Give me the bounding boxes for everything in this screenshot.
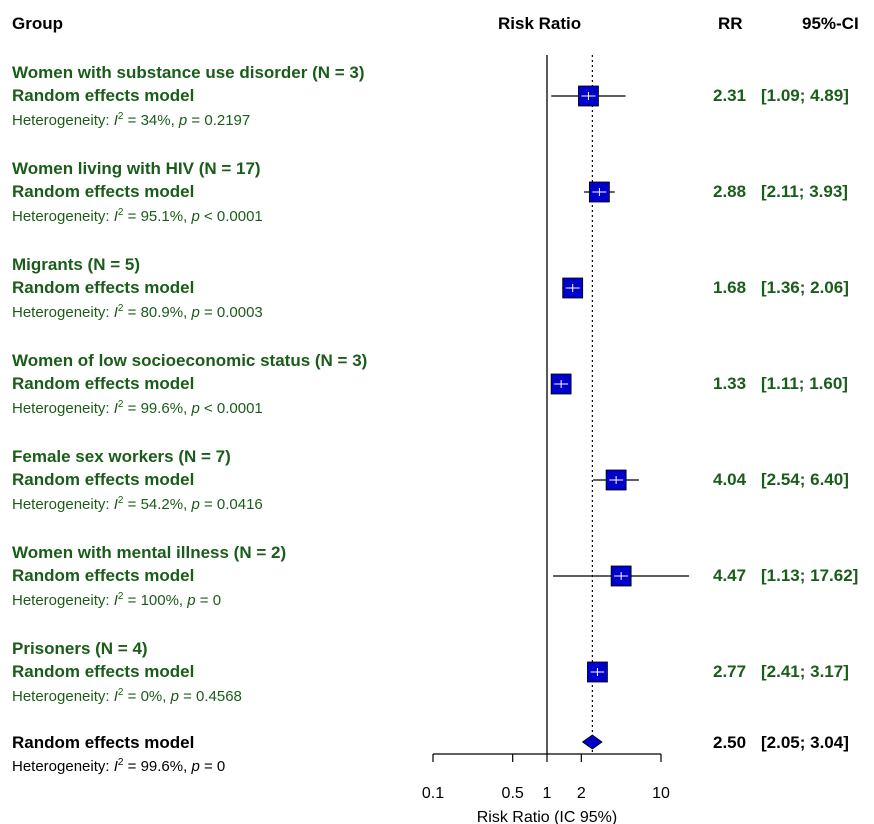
overall-heterogeneity: Heterogeneity: I2 = 99.6%, p = 0 bbox=[12, 757, 226, 776]
het-p-value: < 0.0001 bbox=[199, 208, 263, 225]
subgroup-ci-value: [1.36; 2.06] bbox=[761, 278, 849, 297]
het-p-value: = 0.0003 bbox=[199, 304, 263, 321]
subgroup-title: Women with substance use disorder (N = 3… bbox=[12, 63, 365, 82]
i2-symbol: I bbox=[113, 592, 118, 609]
subgroup-title: Women of low socioeconomic status (N = 3… bbox=[12, 351, 368, 370]
p-symbol: p bbox=[191, 496, 200, 513]
subgroup-heterogeneity: Heterogeneity: I2 = 80.9%, p = 0.0003 bbox=[12, 303, 263, 322]
het-i2-value: = 99.6%, bbox=[123, 400, 192, 417]
subgroup-heterogeneity: Heterogeneity: I2 = 54.2%, p = 0.0416 bbox=[12, 495, 263, 514]
subgroup-ci-value: [2.11; 3.93] bbox=[761, 182, 848, 201]
subgroup-model-label: Random effects model bbox=[12, 470, 195, 489]
het-p-value: = 0.2197 bbox=[187, 112, 251, 129]
subgroup-heterogeneity: Heterogeneity: I2 = 99.6%, p < 0.0001 bbox=[12, 399, 263, 418]
overall-ci-value: [2.05; 3.04] bbox=[761, 733, 849, 752]
subgroup-heterogeneity: Heterogeneity: I2 = 100%, p = 0 bbox=[12, 591, 222, 610]
subgroup-title: Female sex workers (N = 7) bbox=[12, 447, 231, 466]
overall-rr-value: 2.50 bbox=[713, 733, 747, 752]
subgroup-model-label: Random effects model bbox=[12, 566, 195, 585]
overall-model-label: Random effects model bbox=[12, 733, 195, 752]
x-axis-label: Risk Ratio (IC 95%) bbox=[477, 809, 617, 824]
subgroup-model-label: Random effects model bbox=[12, 278, 195, 297]
i2-sup: 2 bbox=[117, 687, 124, 698]
subgroup-ci-value: [1.11; 1.60] bbox=[761, 374, 848, 393]
het-p-value: < 0.0001 bbox=[199, 400, 263, 417]
subgroup-heterogeneity: Heterogeneity: I2 = 34%, p = 0.2197 bbox=[12, 111, 251, 130]
het-i2-value: = 0%, bbox=[123, 688, 171, 705]
x-tick-label: 10 bbox=[652, 785, 670, 802]
subgroup-ci-value: [1.13; 17.62] bbox=[761, 566, 859, 585]
het-p-value: = 0.0416 bbox=[199, 496, 263, 513]
i2-sup: 2 bbox=[117, 591, 124, 602]
subgroup-title: Prisoners (N = 4) bbox=[12, 639, 148, 658]
het-prefix: Heterogeneity: bbox=[12, 592, 114, 609]
subgroup-ci-value: [1.09; 4.89] bbox=[761, 86, 849, 105]
header-ci: 95%-CI bbox=[802, 14, 859, 33]
subgroup-rr-value: 4.47 bbox=[713, 566, 747, 585]
overall-het-p: = 0 bbox=[199, 758, 226, 775]
i2-symbol: I bbox=[113, 496, 118, 513]
p-symbol: p bbox=[187, 592, 196, 609]
overall-het-i2: = 99.6%, bbox=[123, 758, 192, 775]
header-risk-ratio: Risk Ratio bbox=[498, 14, 582, 33]
p-symbol: p bbox=[191, 758, 200, 775]
i2-symbol: I bbox=[113, 208, 118, 225]
het-prefix: Heterogeneity: bbox=[12, 112, 114, 129]
het-i2-value: = 80.9%, bbox=[123, 304, 192, 321]
x-tick-label: 2 bbox=[577, 785, 586, 802]
header-group: Group bbox=[12, 14, 63, 33]
x-tick-label: 0.5 bbox=[502, 785, 524, 802]
subgroup-rr-value: 1.68 bbox=[713, 278, 747, 297]
i2-symbol: I bbox=[113, 758, 118, 775]
i2-symbol: I bbox=[113, 304, 118, 321]
i2-sup: 2 bbox=[117, 207, 124, 218]
subgroup-rr-value: 2.77 bbox=[713, 662, 747, 681]
x-tick-label: 1 bbox=[543, 785, 552, 802]
overall-het-prefix: Heterogeneity: bbox=[12, 758, 114, 775]
header-rr: RR bbox=[718, 14, 743, 33]
p-symbol: p bbox=[191, 304, 200, 321]
subgroup-ci-value: [2.54; 6.40] bbox=[761, 470, 849, 489]
p-symbol: p bbox=[178, 112, 188, 129]
het-prefix: Heterogeneity: bbox=[12, 400, 114, 417]
het-prefix: Heterogeneity: bbox=[12, 208, 114, 225]
i2-symbol: I bbox=[113, 112, 118, 129]
p-symbol: p bbox=[191, 208, 200, 225]
subgroup-model-label: Random effects model bbox=[12, 662, 195, 681]
subgroup-title: Migrants (N = 5) bbox=[12, 255, 140, 274]
subgroup-title: Women with mental illness (N = 2) bbox=[12, 543, 287, 562]
subgroup-model-label: Random effects model bbox=[12, 182, 195, 201]
subgroup-rr-value: 2.31 bbox=[713, 86, 747, 105]
het-p-value: = 0.4568 bbox=[178, 688, 242, 705]
i2-symbol: I bbox=[113, 688, 118, 705]
i2-sup: 2 bbox=[117, 757, 124, 768]
subgroup-rr-value: 4.04 bbox=[713, 470, 747, 489]
p-symbol: p bbox=[191, 400, 200, 417]
subgroup-title: Women living with HIV (N = 17) bbox=[12, 159, 261, 178]
het-prefix: Heterogeneity: bbox=[12, 304, 114, 321]
subgroup-rr-value: 2.88 bbox=[713, 182, 747, 201]
i2-sup: 2 bbox=[117, 303, 124, 314]
het-prefix: Heterogeneity: bbox=[12, 688, 114, 705]
i2-symbol: I bbox=[113, 400, 118, 417]
subgroup-ci-value: [2.41; 3.17] bbox=[761, 662, 849, 681]
i2-sup: 2 bbox=[117, 495, 124, 506]
subgroup-model-label: Random effects model bbox=[12, 374, 195, 393]
x-tick-label: 0.1 bbox=[422, 785, 444, 802]
het-i2-value: = 34%, bbox=[123, 112, 179, 129]
het-prefix: Heterogeneity: bbox=[12, 496, 114, 513]
subgroup-heterogeneity: Heterogeneity: I2 = 0%, p = 0.4568 bbox=[12, 687, 242, 706]
subgroup-heterogeneity: Heterogeneity: I2 = 95.1%, p < 0.0001 bbox=[12, 207, 263, 226]
p-symbol: p bbox=[170, 688, 179, 705]
het-i2-value: = 95.1%, bbox=[123, 208, 192, 225]
i2-sup: 2 bbox=[117, 111, 124, 122]
i2-sup: 2 bbox=[117, 399, 124, 410]
het-p-value: = 0 bbox=[195, 592, 222, 609]
subgroup-model-label: Random effects model bbox=[12, 86, 195, 105]
overall-diamond bbox=[581, 734, 603, 750]
het-i2-value: = 54.2%, bbox=[123, 496, 192, 513]
het-i2-value: = 100%, bbox=[123, 592, 188, 609]
subgroup-rr-value: 1.33 bbox=[713, 374, 747, 393]
